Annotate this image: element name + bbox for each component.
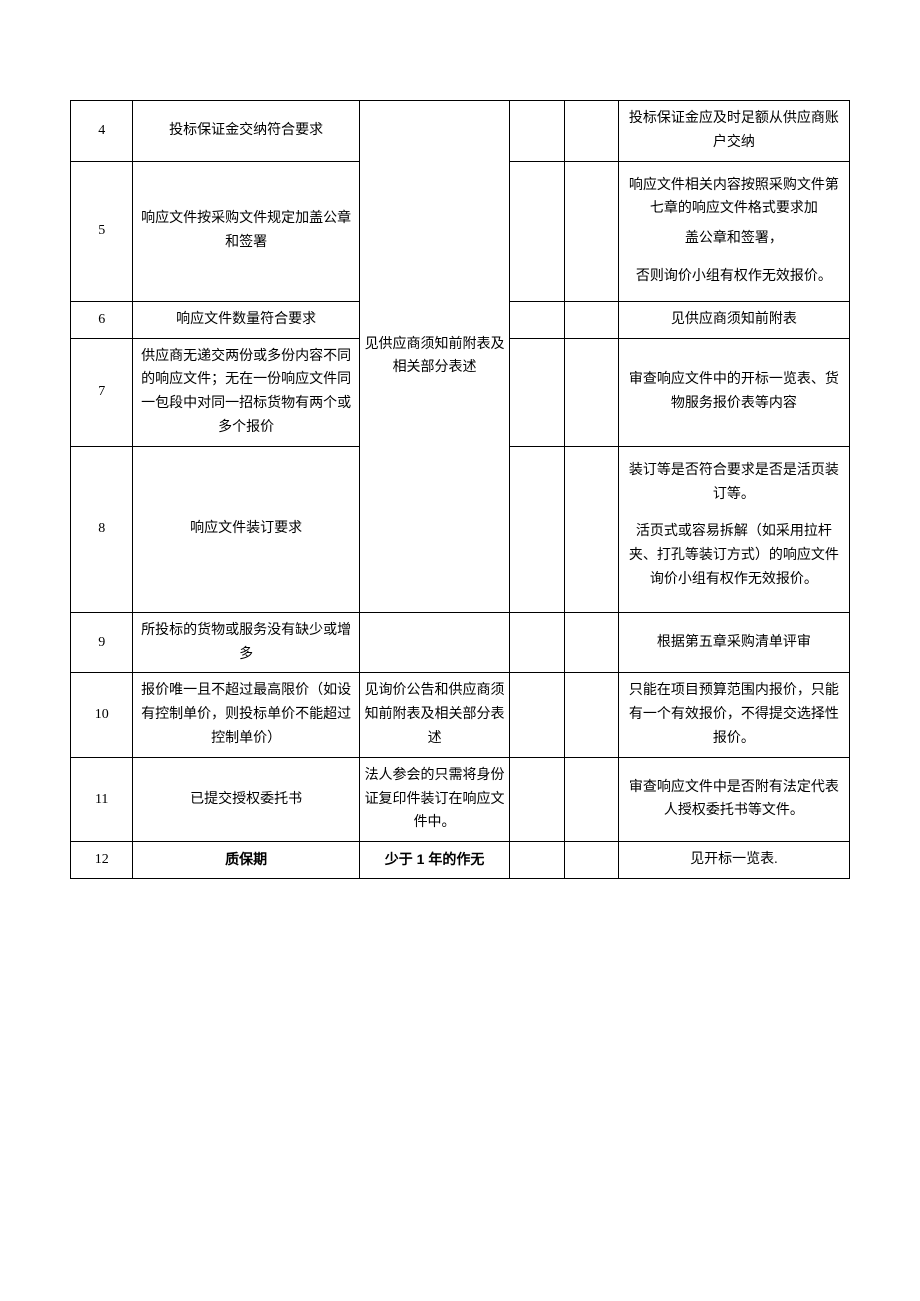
cell-b (564, 101, 618, 162)
table-row: 9 所投标的货物或服务没有缺少或增多 根据第五章采购清单评审 (71, 612, 850, 673)
cell-req-merged: 见供应商须知前附表及相关部分表述 (359, 101, 509, 613)
cell-num: 4 (71, 101, 133, 162)
table-row: 12 质保期 少于 1 年的作无 见开标一览表. (71, 842, 850, 879)
cell-item: 投标保证金交纳符合要求 (133, 101, 360, 162)
cell-item: 响应文件数量符合要求 (133, 301, 360, 338)
cell-note: 审查响应文件中的开标一览表、货物服务报价表等内容 (618, 338, 849, 446)
cell-a (510, 673, 564, 757)
cell-b (564, 842, 618, 879)
cell-a (510, 338, 564, 446)
table-row: 4 投标保证金交纳符合要求 见供应商须知前附表及相关部分表述 投标保证金应及时足… (71, 101, 850, 162)
cell-num: 6 (71, 301, 133, 338)
cell-item: 所投标的货物或服务没有缺少或增多 (133, 612, 360, 673)
cell-item: 已提交授权委托书 (133, 757, 360, 841)
cell-req: 见询价公告和供应商须知前附表及相关部分表述 (359, 673, 509, 757)
cell-a (510, 757, 564, 841)
cell-note: 装订等是否符合要求是否是活页装订等。 活页式或容易拆解（如采用拉杆夹、打孔等装订… (618, 446, 849, 612)
cell-item: 质保期 (133, 842, 360, 879)
cell-b (564, 446, 618, 612)
cell-a (510, 161, 564, 301)
cell-num: 10 (71, 673, 133, 757)
cell-note: 只能在项目预算范围内报价，只能有一个有效报价，不得提交选择性报价。 (618, 673, 849, 757)
note-line: 装订等是否符合要求是否是活页装订等。 (623, 459, 845, 507)
cell-b (564, 673, 618, 757)
cell-a (510, 301, 564, 338)
cell-num: 7 (71, 338, 133, 446)
cell-b (564, 338, 618, 446)
note-line: 盖公章和签署， (623, 227, 845, 251)
cell-a (510, 101, 564, 162)
cell-item: 响应文件按采购文件规定加盖公章和签署 (133, 161, 360, 301)
cell-b (564, 612, 618, 673)
cell-item: 供应商无递交两份或多份内容不同的响应文件；无在一份响应文件同一包段中对同一招标货… (133, 338, 360, 446)
cell-note: 见供应商须知前附表 (618, 301, 849, 338)
cell-a (510, 612, 564, 673)
cell-note: 投标保证金应及时足额从供应商账户交纳 (618, 101, 849, 162)
eval-table: 4 投标保证金交纳符合要求 见供应商须知前附表及相关部分表述 投标保证金应及时足… (70, 100, 850, 879)
cell-b (564, 161, 618, 301)
cell-item: 响应文件装订要求 (133, 446, 360, 612)
cell-b (564, 757, 618, 841)
cell-req (359, 612, 509, 673)
cell-num: 12 (71, 842, 133, 879)
cell-a (510, 842, 564, 879)
cell-req: 少于 1 年的作无 (359, 842, 509, 879)
cell-req: 法人参会的只需将身份证复印件装订在响应文件中。 (359, 757, 509, 841)
cell-note: 响应文件相关内容按照采购文件第七章的响应文件格式要求加 盖公章和签署， 否则询价… (618, 161, 849, 301)
note-line: 活页式或容易拆解（如采用拉杆夹、打孔等装订方式）的响应文件询价小组有权作无效报价… (623, 520, 845, 591)
note-line: 响应文件相关内容按照采购文件第七章的响应文件格式要求加 (623, 174, 845, 222)
page-container: 4 投标保证金交纳符合要求 见供应商须知前附表及相关部分表述 投标保证金应及时足… (0, 0, 920, 939)
cell-num: 9 (71, 612, 133, 673)
cell-note: 审查响应文件中是否附有法定代表人授权委托书等文件。 (618, 757, 849, 841)
cell-a (510, 446, 564, 612)
table-row: 11 已提交授权委托书 法人参会的只需将身份证复印件装订在响应文件中。 审查响应… (71, 757, 850, 841)
cell-num: 5 (71, 161, 133, 301)
cell-b (564, 301, 618, 338)
table-row: 10 报价唯一且不超过最高限价（如设有控制单价，则投标单价不能超过控制单价） 见… (71, 673, 850, 757)
cell-item: 报价唯一且不超过最高限价（如设有控制单价，则投标单价不能超过控制单价） (133, 673, 360, 757)
cell-num: 8 (71, 446, 133, 612)
cell-num: 11 (71, 757, 133, 841)
cell-note: 见开标一览表. (618, 842, 849, 879)
cell-note: 根据第五章采购清单评审 (618, 612, 849, 673)
note-line: 否则询价小组有权作无效报价。 (623, 265, 845, 289)
